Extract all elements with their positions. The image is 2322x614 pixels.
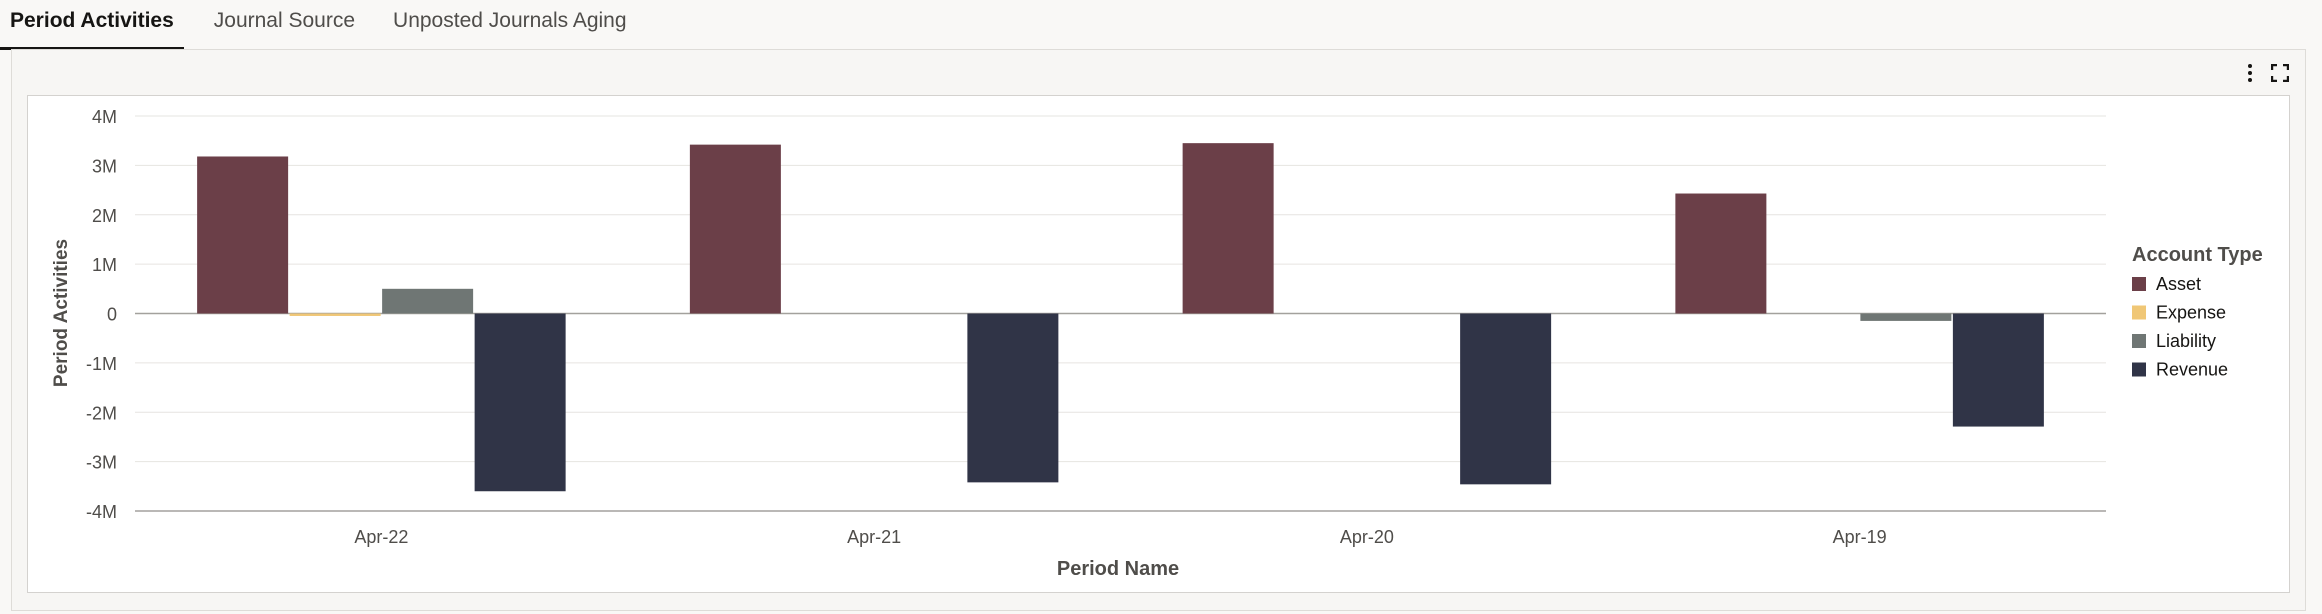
bar-expense-apr-22[interactable] (289, 313, 381, 316)
tab-journal-source[interactable]: Journal Source (213, 9, 356, 32)
bar-asset-apr-20[interactable] (1182, 143, 1274, 314)
legend-label-liability[interactable]: Liability (2156, 331, 2216, 351)
legend-title: Account Type (2132, 244, 2263, 266)
bar-revenue-apr-19[interactable] (1952, 313, 2044, 427)
bar-revenue-apr-20[interactable] (1460, 313, 1552, 485)
legend-label-revenue[interactable]: Revenue (2156, 360, 2228, 380)
legend: Account Type Asset Expense Liability Revenu… (2132, 244, 2263, 380)
chart-frame (27, 95, 2290, 593)
y-tick-label: 3M (92, 156, 117, 176)
bar-asset-apr-19[interactable] (1675, 193, 1767, 314)
y-tick-label: -4M (86, 502, 117, 522)
y-axis-ticks: 4M 3M 2M 1M 0 -1M -2M -3M -4M (86, 107, 117, 522)
y-axis-label: Period Activities (51, 239, 72, 387)
x-tick-label: Apr-21 (847, 527, 901, 547)
legend-swatch-asset (2132, 277, 2146, 291)
legend-swatch-revenue (2132, 362, 2146, 377)
x-axis-label: Period Name (1057, 558, 1179, 580)
chart-grid (135, 115, 2106, 512)
x-tick-label: Apr-19 (1833, 527, 1887, 547)
legend-label-asset[interactable]: Asset (2156, 274, 2201, 294)
tab-period-activities[interactable]: Period Activities (0, 2, 184, 50)
bar-liability-apr-19[interactable] (1860, 313, 1952, 321)
fullscreen-icon[interactable] (2270, 62, 2290, 84)
x-axis-ticks: Apr-22 Apr-21 Apr-20 Apr-19 (354, 527, 1886, 547)
y-tick-label: -1M (86, 354, 117, 374)
bar-asset-apr-21[interactable] (689, 144, 781, 314)
y-tick-label: -3M (86, 453, 117, 473)
x-tick-label: Apr-20 (1340, 527, 1394, 547)
bar-liability-apr-22[interactable] (382, 288, 474, 314)
bars (197, 143, 2044, 492)
chart-toolbar (2240, 62, 2290, 84)
tab-bar: Period Activities Journal Source Unposte… (0, 0, 2322, 50)
x-tick-label: Apr-22 (354, 527, 408, 547)
y-tick-label: 1M (92, 255, 117, 275)
y-tick-label: -2M (86, 403, 117, 423)
bar-revenue-apr-21[interactable] (967, 313, 1059, 483)
y-tick-label: 2M (92, 206, 117, 226)
more-vertical-icon[interactable] (2240, 62, 2260, 84)
tab-unposted-journals-aging[interactable]: Unposted Journals Aging (393, 9, 627, 32)
y-tick-label: 4M (92, 107, 117, 127)
bar-asset-apr-22[interactable] (197, 156, 289, 314)
y-tick-label: 0 (107, 305, 117, 325)
legend-swatch-expense (2132, 305, 2146, 320)
legend-label-expense[interactable]: Expense (2156, 303, 2226, 323)
legend-swatch-liability (2132, 334, 2146, 348)
bar-revenue-apr-22[interactable] (474, 313, 566, 492)
